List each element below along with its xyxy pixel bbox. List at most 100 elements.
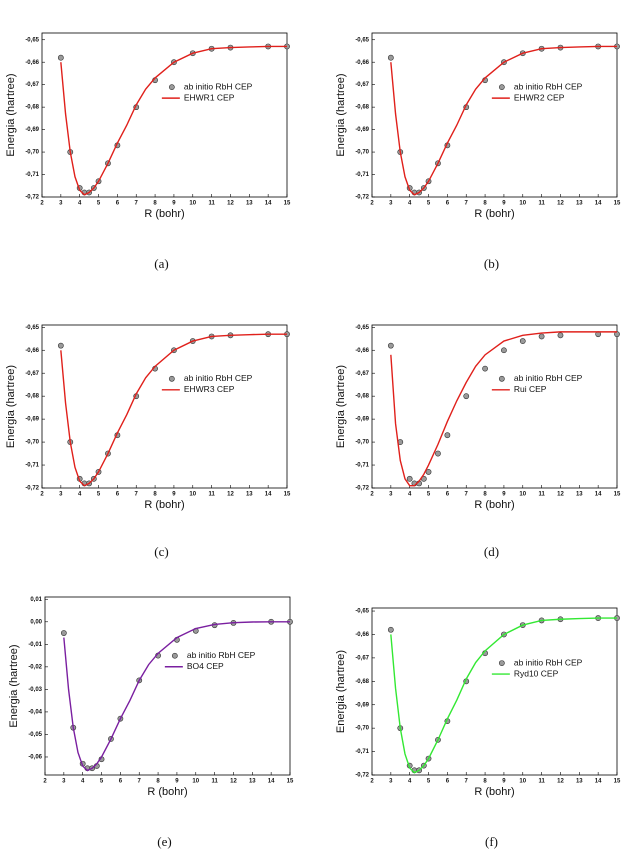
legend-label: ab initio RbH CEP xyxy=(187,650,256,660)
x-tick-label: 4 xyxy=(78,492,82,498)
y-tick-label: -0,72 xyxy=(25,486,39,492)
x-tick-label: 8 xyxy=(483,492,487,498)
data-point xyxy=(387,626,394,633)
plot-frame xyxy=(371,32,618,198)
y-tick-label: -0,65 xyxy=(355,325,369,331)
plot-frame xyxy=(371,324,618,489)
x-tick-label: 2 xyxy=(370,779,374,785)
y-tick-label: -0,03 xyxy=(28,687,42,693)
x-tick-label: 14 xyxy=(595,492,602,498)
fit-line xyxy=(390,331,617,487)
panel-caption: (d) xyxy=(484,544,499,559)
y-tick-label: -0,70 xyxy=(355,150,369,156)
x-tick-label: 5 xyxy=(97,201,101,207)
y-tick-label: -0,67 xyxy=(355,82,369,88)
y-tick-label: 0,00 xyxy=(30,619,42,625)
y-tick-label: -0,05 xyxy=(28,732,42,738)
x-tick-label: 5 xyxy=(97,492,101,498)
data-point xyxy=(60,630,67,636)
legend-marker xyxy=(171,652,178,659)
y-tick-label: -0,66 xyxy=(25,60,39,66)
y-tick-label: -0,67 xyxy=(355,655,369,661)
legend-label: ab initio RbH CEP xyxy=(184,373,253,383)
x-tick-label: 5 xyxy=(427,779,431,785)
x-axis-title: R (bohr) xyxy=(474,786,514,798)
y-axis-title: Energia (hartree) xyxy=(5,365,17,448)
x-tick-label: 10 xyxy=(189,201,196,207)
y-axis-title: Energia (hartree) xyxy=(335,650,347,733)
x-tick-label: 3 xyxy=(59,201,63,207)
data-point xyxy=(406,475,413,482)
x-tick-label: 9 xyxy=(175,779,179,785)
x-tick-label: 2 xyxy=(40,201,44,207)
y-tick-label: 0,01 xyxy=(30,597,42,603)
x-tick-label: 13 xyxy=(576,201,583,207)
x-tick-label: 12 xyxy=(227,201,234,207)
x-tick-label: 14 xyxy=(265,492,272,498)
y-tick-label: -0,66 xyxy=(355,348,369,354)
legend-label: ab initio RbH CEP xyxy=(514,657,583,667)
panel-caption: (f) xyxy=(485,834,498,849)
y-tick-label: -0,65 xyxy=(355,609,369,615)
y-axis-title: Energia (hartree) xyxy=(335,365,347,448)
x-axis-title: R (bohr) xyxy=(144,208,184,220)
x-tick-label: 9 xyxy=(172,201,176,207)
x-tick-label: 15 xyxy=(284,201,291,207)
x-axis-title: R (bohr) xyxy=(147,786,187,798)
y-tick-label: -0,70 xyxy=(25,150,39,156)
y-tick-label: -0,65 xyxy=(25,325,39,331)
y-tick-label: -0,72 xyxy=(355,486,369,492)
y-tick-label: -0,68 xyxy=(355,679,369,685)
x-tick-label: 8 xyxy=(153,201,157,207)
y-tick-label: -0,66 xyxy=(355,632,369,638)
x-tick-label: 14 xyxy=(268,779,275,785)
x-tick-label: 12 xyxy=(557,492,564,498)
x-tick-label: 15 xyxy=(614,201,621,207)
y-tick-label: -0,69 xyxy=(355,127,369,133)
y-tick-label: -0,06 xyxy=(28,755,42,761)
x-tick-label: 6 xyxy=(446,492,450,498)
y-tick-label: -0,69 xyxy=(355,417,369,423)
x-tick-label: 2 xyxy=(370,201,374,207)
data-point xyxy=(57,54,64,61)
x-tick-label: 4 xyxy=(78,201,82,207)
y-axis-title: Energia (hartree) xyxy=(8,644,20,727)
x-tick-label: 15 xyxy=(287,779,294,785)
x-tick-label: 13 xyxy=(576,779,583,785)
x-tick-label: 9 xyxy=(502,779,506,785)
y-tick-label: -0,02 xyxy=(28,664,42,670)
y-tick-label: -0,68 xyxy=(25,105,39,111)
panel-caption: (b) xyxy=(484,256,499,271)
fit-line xyxy=(60,333,287,487)
x-tick-label: 6 xyxy=(446,779,450,785)
fit-line xyxy=(390,45,617,196)
y-tick-label: -0,68 xyxy=(355,394,369,400)
x-axis-title: R (bohr) xyxy=(474,208,514,220)
data-point xyxy=(444,432,451,439)
x-tick-label: 2 xyxy=(40,492,44,498)
x-tick-label: 11 xyxy=(208,201,215,207)
x-tick-label: 8 xyxy=(483,201,487,207)
x-tick-label: 2 xyxy=(43,779,47,785)
y-axis-title: Energia (hartree) xyxy=(5,73,17,156)
y-tick-label: -0,72 xyxy=(355,773,369,779)
y-tick-label: -0,70 xyxy=(25,440,39,446)
x-tick-label: 4 xyxy=(408,492,412,498)
x-tick-label: 2 xyxy=(370,492,374,498)
y-tick-label: -0,69 xyxy=(25,127,39,133)
x-tick-label: 9 xyxy=(502,201,506,207)
panel-caption: (a) xyxy=(154,256,168,271)
y-tick-label: -0,68 xyxy=(355,105,369,111)
x-tick-label: 7 xyxy=(465,492,469,498)
x-tick-label: 13 xyxy=(576,492,583,498)
x-tick-label: 11 xyxy=(208,492,215,498)
x-tick-label: 13 xyxy=(249,779,256,785)
x-tick-label: 10 xyxy=(519,492,526,498)
x-tick-label: 12 xyxy=(227,492,234,498)
x-tick-label: 7 xyxy=(135,492,139,498)
x-tick-label: 13 xyxy=(246,201,253,207)
x-tick-label: 14 xyxy=(265,201,272,207)
legend-label: ab initio RbH CEP xyxy=(514,373,583,383)
y-tick-label: -0,71 xyxy=(25,172,39,178)
